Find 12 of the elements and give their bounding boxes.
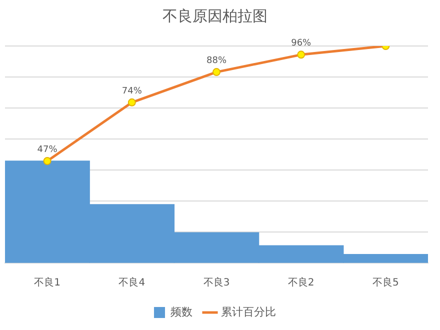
x-tick-label: 不良4 (118, 276, 146, 289)
data-label: 88% (206, 56, 227, 66)
legend-label: 频数 (170, 305, 192, 318)
x-tick-label: 不良5 (372, 276, 399, 289)
legend-label: 累计百分比 (221, 305, 276, 318)
data-label: 96% (291, 38, 312, 49)
data-label: 74% (122, 86, 142, 96)
x-tick-label: 不良2 (288, 276, 314, 289)
data-label: 47% (37, 144, 58, 155)
chart-title: 不良原因柏拉图 (162, 6, 268, 25)
x-tick-label: 不良1 (34, 276, 60, 289)
x-tick-label: 不良3 (203, 276, 230, 289)
